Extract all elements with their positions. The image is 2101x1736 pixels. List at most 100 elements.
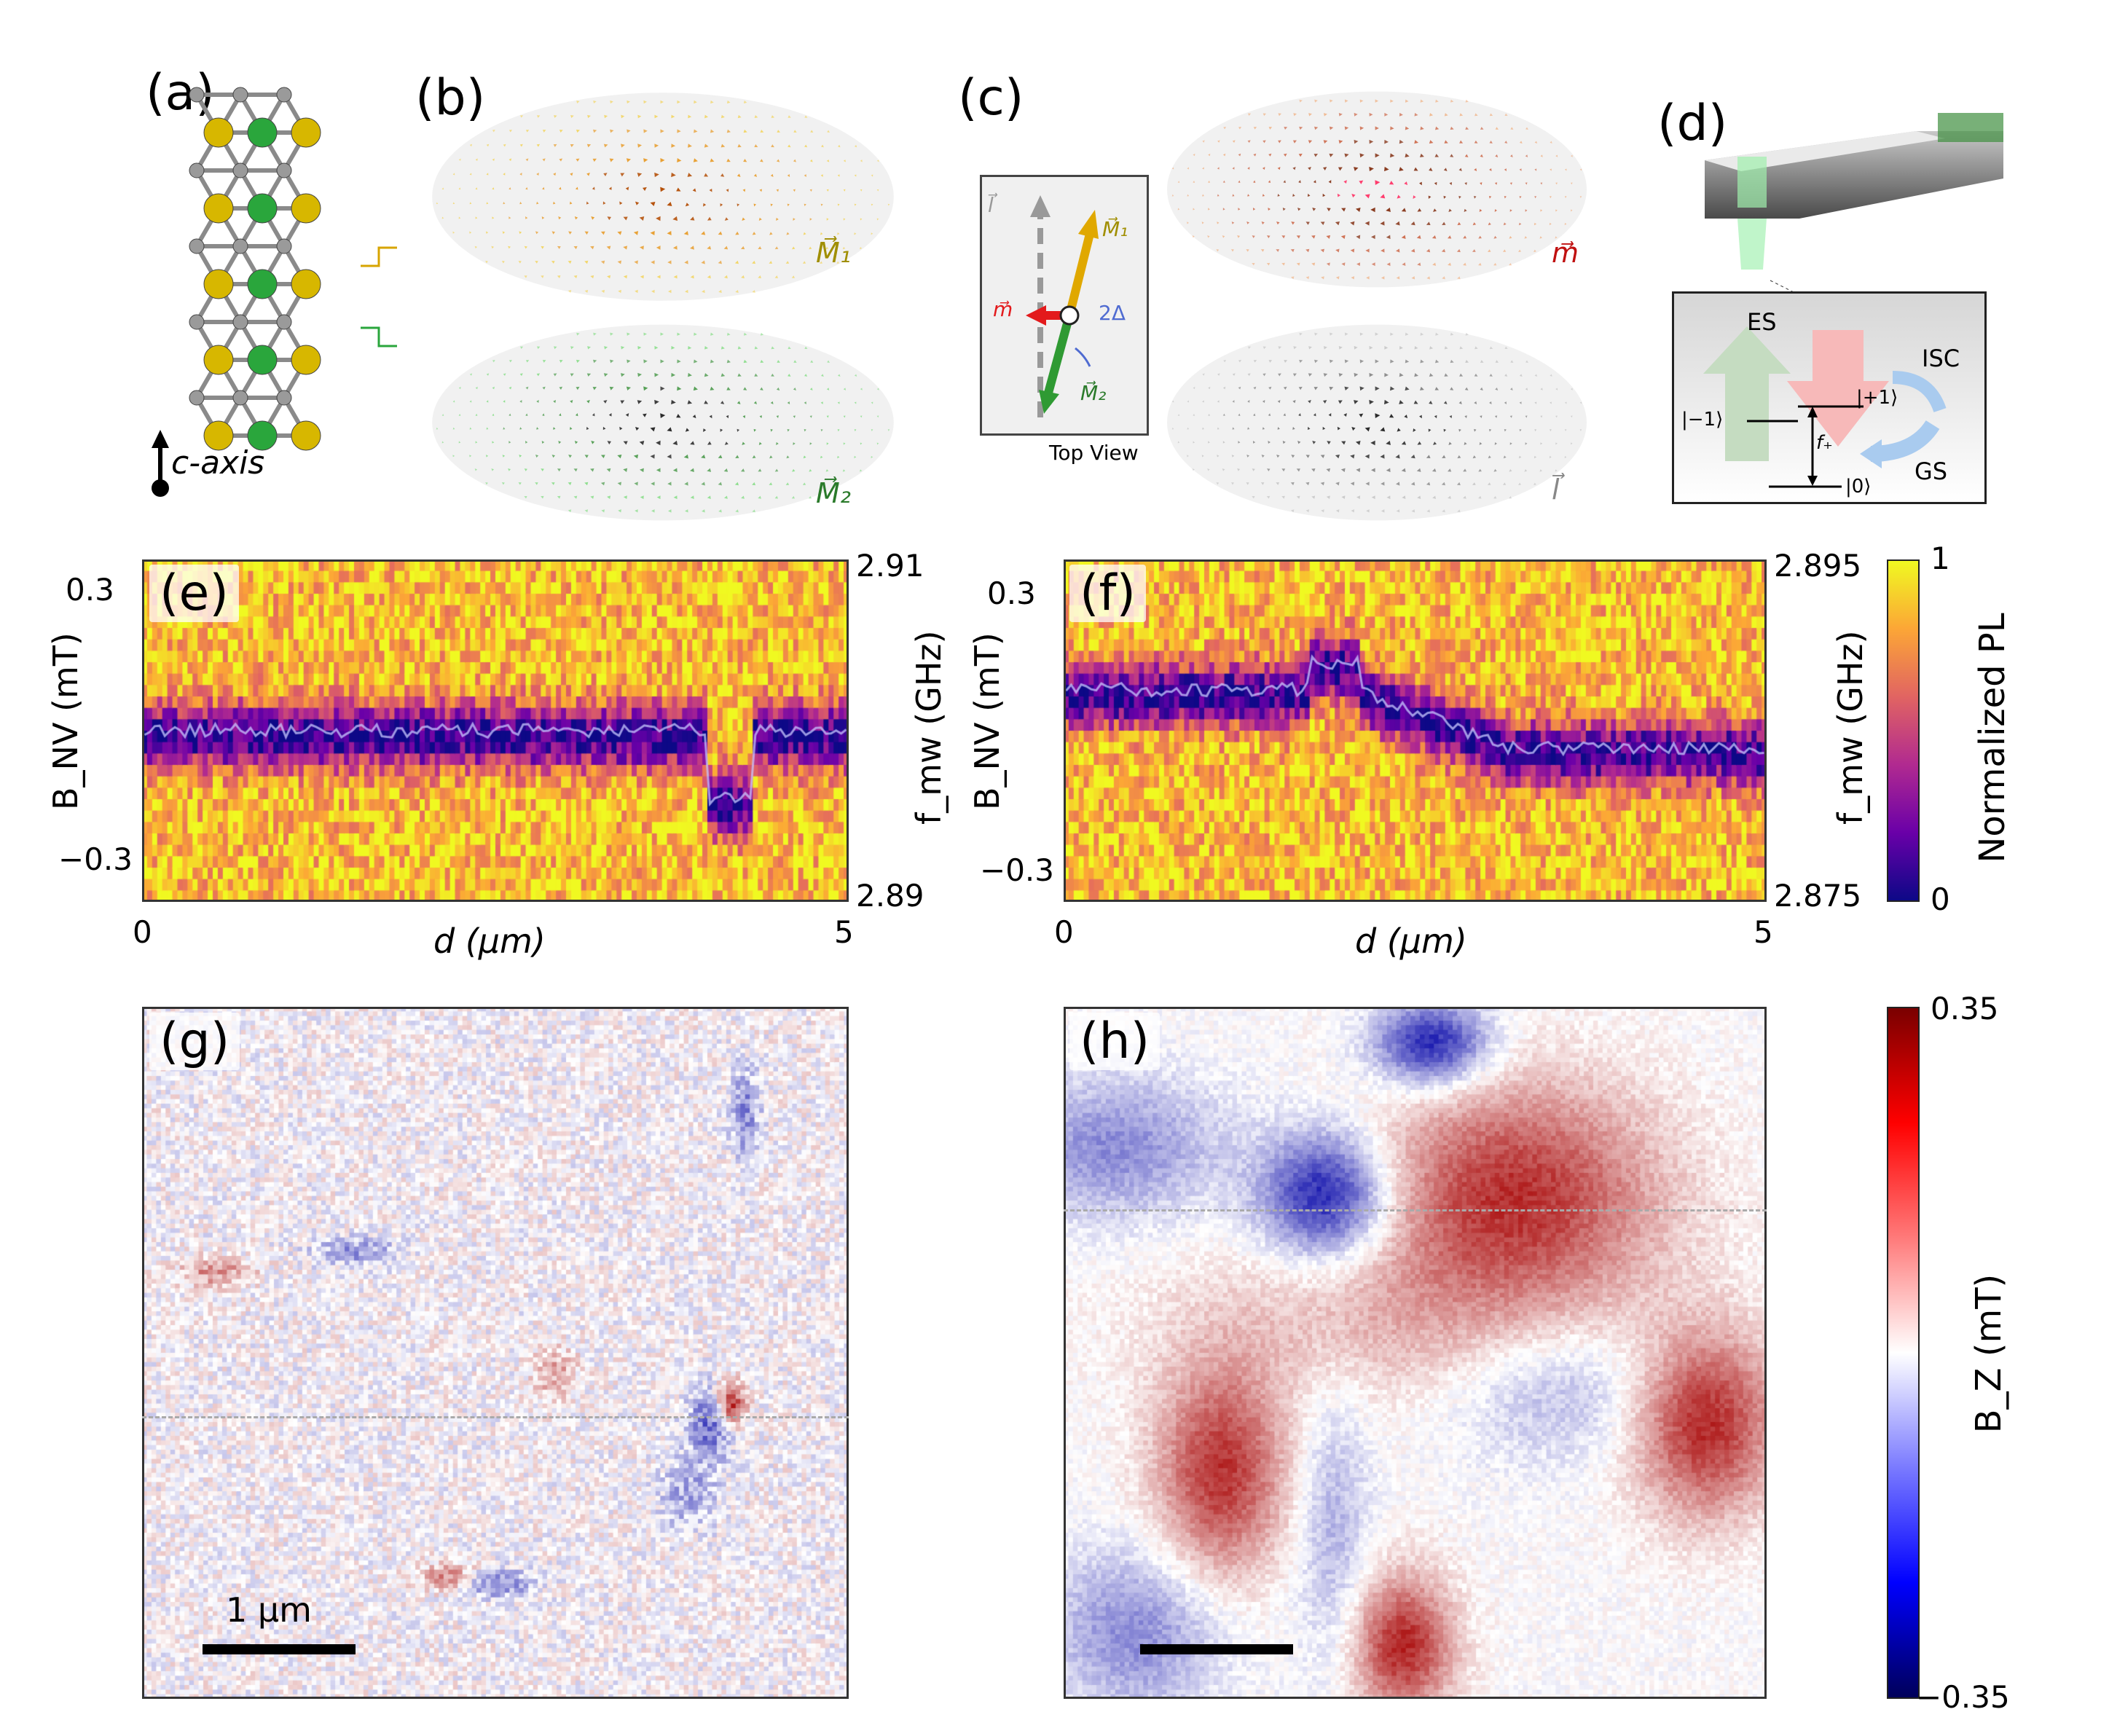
spin-cone — [593, 129, 597, 133]
spin-cone — [1217, 455, 1220, 457]
texture-shadow — [1167, 91, 1587, 288]
bz-colorbar-label: B_Z (mT) — [1968, 1273, 2009, 1434]
panel-f-label: (f) — [1069, 565, 1146, 622]
spin-cone — [785, 482, 790, 485]
spin-cone — [1495, 154, 1499, 157]
spin-cone — [804, 174, 806, 177]
spin-cone — [1308, 113, 1312, 117]
spin-cone — [584, 231, 589, 235]
spin-cone — [1337, 193, 1340, 197]
atom — [189, 87, 205, 103]
spin-cone — [1323, 346, 1327, 350]
spin-cone — [1323, 113, 1327, 117]
spin-cone — [860, 218, 863, 221]
spin-cone — [1456, 482, 1461, 486]
spin-cone — [843, 388, 846, 390]
spin-cone — [887, 203, 890, 206]
spin-cone — [587, 346, 591, 350]
spin-cone — [536, 427, 539, 430]
spin-cone — [559, 360, 563, 363]
spin-cone — [752, 455, 756, 459]
spin-cone — [1359, 153, 1364, 158]
f-ytick-top: 0.3 — [987, 576, 1036, 611]
spin-cone — [469, 144, 473, 147]
l-label: l⃗ — [1552, 474, 1560, 506]
spin-cone — [637, 372, 643, 377]
spin-cone — [492, 216, 495, 219]
spin-cone — [475, 158, 478, 161]
spin-cone — [826, 415, 829, 418]
spin-cone — [1208, 180, 1210, 183]
layer-marker-green — [361, 326, 397, 347]
spin-cone — [1488, 428, 1492, 432]
spin-cone — [1504, 346, 1508, 349]
spin-cone — [1284, 127, 1288, 130]
spin-cone — [593, 100, 597, 104]
spin-cone — [1533, 455, 1537, 459]
spin-cone — [469, 231, 472, 234]
spin-cone — [871, 174, 873, 177]
spin-cone — [826, 218, 829, 221]
spin-cone — [826, 388, 830, 390]
spin-cone — [651, 482, 655, 486]
spin-cone — [843, 415, 846, 418]
spin-cone — [743, 101, 747, 103]
f-y2tick-top: 2.895 — [1774, 548, 1862, 584]
spin-cone — [704, 373, 709, 377]
spin-cone — [1465, 126, 1469, 130]
panel-c-label: (c) — [958, 69, 1024, 127]
spin-cone — [726, 129, 731, 133]
spin-cone — [1193, 180, 1195, 183]
layer-marker-yellow — [361, 246, 397, 267]
spin-cone — [687, 173, 693, 177]
spin-cone — [710, 158, 715, 162]
spin-cone — [1449, 415, 1453, 419]
spin-cone — [809, 218, 812, 221]
es-label: ES — [1747, 308, 1777, 336]
spin-cone — [650, 427, 656, 432]
spin-cone — [707, 468, 712, 472]
spin-cone — [1340, 468, 1346, 472]
spin-cone — [590, 275, 594, 279]
pl-heatmap-f — [1064, 559, 1767, 902]
spin-cone — [1428, 428, 1432, 432]
spin-cone — [1350, 248, 1355, 253]
spin-cone — [1509, 468, 1512, 472]
spin-cone — [1296, 495, 1300, 499]
spin-cone — [683, 231, 688, 235]
spin-cone — [650, 201, 656, 207]
spin-cone — [608, 413, 612, 417]
atom — [276, 314, 292, 330]
spin-cone — [836, 482, 840, 485]
spin-cone — [1434, 387, 1440, 390]
spin-cone — [627, 100, 630, 104]
spin-cone — [1187, 221, 1189, 224]
spin-cone — [793, 442, 796, 445]
spin-cone — [1444, 113, 1448, 117]
spin-cone — [1463, 262, 1466, 266]
spin-cone — [458, 158, 461, 161]
spin-cone — [1384, 112, 1389, 117]
spin-cone — [1381, 482, 1385, 486]
spin-cone — [551, 261, 555, 264]
spin-cone — [1375, 359, 1379, 364]
spin-cone — [1207, 468, 1210, 471]
spin-cone — [1463, 495, 1466, 499]
top-view-caption: Top View — [1049, 441, 1139, 465]
spin-cone — [1525, 209, 1528, 212]
spin-cone — [760, 332, 764, 336]
spin-cone — [704, 400, 709, 404]
spin-cone — [702, 289, 705, 294]
spin-cone — [1266, 468, 1271, 472]
spin-cone — [668, 509, 672, 513]
spin-cone — [600, 260, 605, 264]
spin-cone — [787, 428, 790, 432]
spin-cone — [1238, 413, 1241, 416]
spin-cone — [837, 144, 841, 148]
spin-cone — [570, 373, 574, 377]
spin-cone — [573, 246, 578, 250]
spin-cone — [1354, 345, 1358, 350]
spin-cone — [803, 232, 806, 235]
spin-cone — [1276, 482, 1280, 485]
spin-cone — [1321, 509, 1324, 513]
